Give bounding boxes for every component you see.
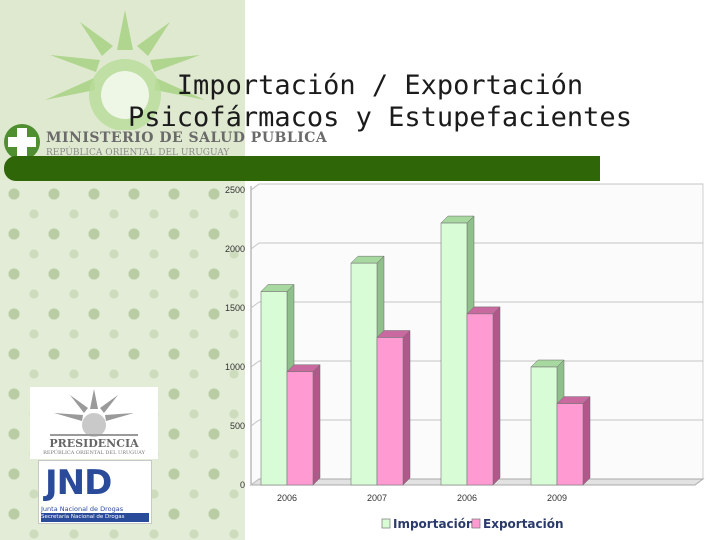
bar-exportación bbox=[286, 371, 314, 486]
bar-importación bbox=[260, 291, 288, 486]
y-tick-label: 1000 bbox=[225, 362, 245, 372]
legend-label: Importación bbox=[393, 517, 475, 531]
gridline-depth bbox=[250, 360, 260, 368]
legend-swatch bbox=[381, 518, 391, 529]
x-tick-label: 2006 bbox=[457, 493, 477, 503]
presidencia-subtitle: REPÚBLICA ORIENTAL DEL URUGUAY bbox=[43, 450, 145, 456]
ministry-name: MINISTERIO DE SALUD PUBLICA bbox=[46, 130, 328, 146]
jnd-logo: JND Junta Nacional de Drogas Secretaría … bbox=[38, 460, 152, 524]
bar-exportación bbox=[376, 337, 404, 486]
title-line-1: Importación / Exportación bbox=[176, 70, 584, 101]
gridline-depth bbox=[250, 183, 260, 191]
bar-importación bbox=[530, 366, 558, 486]
presidencia-sun-icon bbox=[50, 389, 138, 437]
ministry-logo bbox=[4, 124, 40, 160]
bar-importación bbox=[440, 222, 468, 486]
y-tick-label: 0 bbox=[240, 480, 245, 490]
jnd-name: Junta Nacional de Drogas bbox=[41, 505, 124, 513]
title-line-2: Psicofármacos y Estupefacientes bbox=[128, 102, 632, 133]
y-tick-label: 500 bbox=[230, 421, 245, 431]
page-title: Importación / Exportación Psicofármacos … bbox=[0, 70, 720, 134]
legend-label: Exportación bbox=[483, 517, 564, 531]
gridline-depth bbox=[250, 242, 260, 250]
sun-emblem-icon bbox=[45, 10, 205, 130]
gridline-depth bbox=[250, 419, 260, 427]
bar-exportación bbox=[556, 403, 584, 486]
gridline-depth bbox=[250, 301, 260, 309]
x-tick-label: 2007 bbox=[367, 493, 387, 503]
bar-exportación bbox=[466, 313, 494, 486]
y-tick-label: 1500 bbox=[225, 303, 245, 313]
gridline-depth bbox=[250, 478, 260, 486]
bar-side bbox=[312, 364, 321, 486]
presidencia-logo: PRESIDENCIA REPÚBLICA ORIENTAL DEL URUGU… bbox=[30, 387, 158, 459]
jnd-letters: JND bbox=[45, 463, 112, 503]
y-tick-label: 2000 bbox=[225, 244, 245, 254]
bar-side bbox=[582, 395, 591, 486]
jnd-subtitle: Secretaría Nacional de Drogas bbox=[41, 513, 149, 522]
x-tick-label: 2006 bbox=[277, 493, 297, 503]
x-tick-label: 2009 bbox=[547, 493, 567, 503]
y-tick-label: 2500 bbox=[225, 185, 245, 195]
bar-importación bbox=[350, 262, 378, 486]
bar-side bbox=[492, 306, 501, 486]
ministry-subtitle: REPÚBLICA ORIENTAL DEL URUGUAY bbox=[46, 148, 230, 158]
title-underline-bar bbox=[4, 156, 600, 181]
legend-swatch bbox=[471, 518, 481, 529]
sidebar-pattern bbox=[0, 180, 245, 540]
presidencia-name: PRESIDENCIA bbox=[49, 437, 139, 450]
bar-side bbox=[402, 329, 411, 486]
